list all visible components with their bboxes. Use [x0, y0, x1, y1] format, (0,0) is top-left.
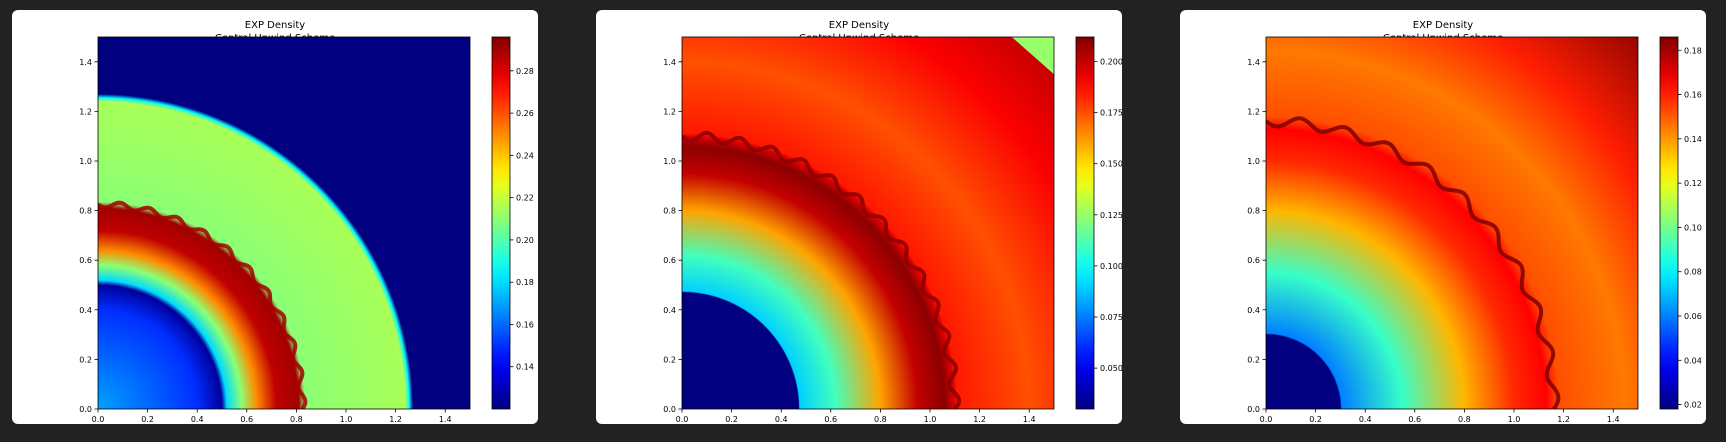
- x-tick-label: 1.2: [1557, 415, 1570, 424]
- heatmap-field: [98, 37, 470, 409]
- y-tick-label: 1.4: [663, 58, 676, 67]
- colorbar: [1659, 36, 1679, 410]
- colorbar-tick-label: 0.175: [1100, 109, 1122, 118]
- y-tick-label: 0.0: [1247, 405, 1260, 414]
- instability-front: [682, 130, 962, 409]
- density-radial-field: [98, 37, 470, 409]
- colorbar-tick-label: 0.18: [516, 278, 534, 287]
- x-tick-label: 1.4: [439, 415, 452, 424]
- colorbar-tick-label: 0.26: [516, 109, 534, 118]
- colorbar-tick-label: 0.075: [1100, 313, 1122, 322]
- x-tick-label: 1.2: [973, 415, 986, 424]
- chart-title: EXP Density: [829, 20, 889, 31]
- colorbar-tick-label: 0.125: [1100, 211, 1122, 220]
- y-tick-label: 0.2: [79, 355, 92, 364]
- colorbar-tick-label: 0.06: [1684, 312, 1702, 321]
- x-tick-label: 0.2: [725, 415, 738, 424]
- colorbar-tick-label: 0.14: [1684, 135, 1702, 144]
- y-tick-label: 1.2: [79, 107, 92, 116]
- density-panel-3: EXP DensityCentral Upwind Scheme0.00.20.…: [1180, 10, 1706, 424]
- y-tick-label: 0.8: [663, 207, 676, 216]
- x-tick-label: 0.2: [141, 415, 154, 424]
- x-tick-label: 0.0: [676, 415, 689, 424]
- colorbar-tick-label: 0.200: [1100, 58, 1122, 67]
- colorbar-tick-label: 0.12: [1684, 179, 1702, 188]
- y-tick-label: 0.6: [79, 256, 92, 265]
- colorbar-tick-label: 0.100: [1100, 262, 1122, 271]
- y-tick-label: 0.8: [1247, 207, 1260, 216]
- y-tick-label: 0.8: [79, 207, 92, 216]
- density-radial-field: [682, 37, 1054, 409]
- heatmap-field: [682, 37, 1054, 409]
- y-tick-label: 1.0: [1247, 157, 1260, 166]
- x-tick-label: 0.6: [1408, 415, 1421, 424]
- chart-title: EXP Density: [1413, 20, 1473, 31]
- colorbar-tick-label: 0.14: [516, 363, 534, 372]
- y-tick-label: 1.2: [1247, 107, 1260, 116]
- colorbar-tick-label: 0.04: [1684, 356, 1702, 365]
- instability-front: [98, 200, 308, 409]
- x-tick-label: 0.6: [240, 415, 253, 424]
- axes-frame: [1265, 36, 1639, 410]
- density-panel-2: EXP DensityCentral Upwind Scheme0.00.20.…: [596, 10, 1122, 424]
- y-tick-label: 0.4: [1247, 306, 1260, 315]
- colorbar-tick-label: 0.02: [1684, 401, 1702, 410]
- y-tick-label: 0.4: [663, 306, 676, 315]
- x-tick-label: 1.0: [924, 415, 937, 424]
- colorbar-tick-label: 0.150: [1100, 160, 1122, 169]
- x-tick-label: 0.8: [290, 415, 303, 424]
- x-tick-label: 1.0: [340, 415, 353, 424]
- chart-svg: EXP DensityCentral Upwind Scheme0.00.20.…: [79, 20, 534, 424]
- y-tick-label: 0.4: [79, 306, 92, 315]
- colorbar-tick-label: 0.18: [1684, 46, 1702, 55]
- y-tick-label: 1.0: [663, 157, 676, 166]
- y-tick-label: 1.0: [79, 157, 92, 166]
- x-tick-label: 0.6: [824, 415, 837, 424]
- y-tick-label: 1.4: [79, 58, 92, 67]
- x-tick-label: 1.4: [1023, 415, 1036, 424]
- density-panel-1: EXP DensityCentral Upwind Scheme0.00.20.…: [12, 10, 538, 424]
- axes-frame: [97, 36, 471, 410]
- x-tick-label: 0.2: [1309, 415, 1322, 424]
- colorbar-tick-label: 0.10: [1684, 223, 1702, 232]
- x-tick-label: 0.4: [1359, 415, 1372, 424]
- x-tick-label: 0.8: [1458, 415, 1471, 424]
- colorbar-tick-label: 0.16: [516, 320, 534, 329]
- colorbar-tick-label: 0.08: [1684, 268, 1702, 277]
- colorbar-tick-label: 0.050: [1100, 364, 1122, 373]
- colorbar-tick-label: 0.20: [516, 236, 534, 245]
- y-tick-label: 0.0: [663, 405, 676, 414]
- y-tick-label: 0.0: [79, 405, 92, 414]
- y-tick-label: 0.6: [1247, 256, 1260, 265]
- y-tick-label: 1.2: [663, 107, 676, 116]
- x-tick-label: 1.2: [389, 415, 402, 424]
- chart-svg: EXP DensityCentral Upwind Scheme0.00.20.…: [1247, 20, 1702, 424]
- colorbar-tick-label: 0.24: [516, 151, 534, 160]
- x-tick-label: 0.0: [1260, 415, 1273, 424]
- chart-title: EXP Density: [245, 20, 305, 31]
- x-tick-label: 0.0: [92, 415, 105, 424]
- chart-svg: EXP DensityCentral Upwind Scheme0.00.20.…: [663, 20, 1122, 424]
- y-tick-label: 0.2: [1247, 355, 1260, 364]
- x-tick-label: 0.4: [775, 415, 788, 424]
- axes-frame: [681, 36, 1055, 410]
- density-radial-field: [1266, 37, 1638, 409]
- colorbar-tick-label: 0.16: [1684, 91, 1702, 100]
- heatmap-field: [1266, 37, 1638, 409]
- x-tick-label: 0.8: [874, 415, 887, 424]
- x-tick-label: 1.4: [1607, 415, 1620, 424]
- instability-front: [1266, 116, 1561, 409]
- y-tick-label: 0.2: [663, 355, 676, 364]
- y-tick-label: 1.4: [1247, 58, 1260, 67]
- colorbar-tick-label: 0.28: [516, 67, 534, 76]
- y-tick-label: 0.6: [663, 256, 676, 265]
- x-tick-label: 1.0: [1508, 415, 1521, 424]
- colorbar: [491, 36, 511, 410]
- colorbar-tick-label: 0.22: [516, 194, 534, 203]
- colorbar: [1075, 36, 1095, 410]
- x-tick-label: 0.4: [191, 415, 204, 424]
